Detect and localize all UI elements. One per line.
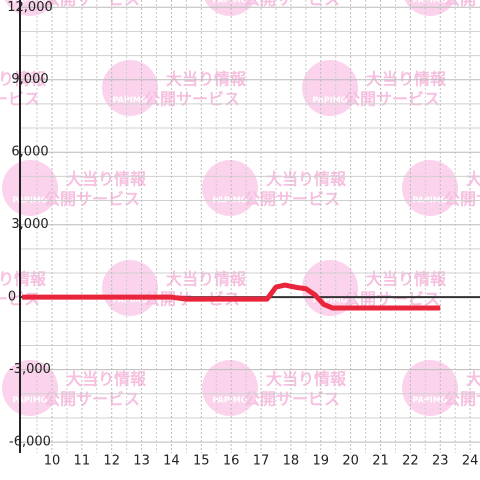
watermark-logo	[302, 60, 358, 116]
watermark-text: 大当り情報	[366, 270, 447, 289]
watermark-text: 公開サービス	[444, 0, 480, 9]
x-tick-label: 14	[163, 454, 180, 469]
y-tick-label: 3,000	[11, 217, 48, 232]
watermark-text: 大当り情報	[66, 370, 147, 389]
watermark-text: 公開サービス	[44, 190, 140, 209]
watermark-text: 公開サービス	[444, 190, 480, 209]
watermark-brand: PAPIMO	[413, 196, 448, 205]
watermark-layer: PAPIMO大当り情報公開サービスPAPIMO大当り情報公開サービスPAPIMO…	[0, 0, 480, 416]
watermark-brand: PAPIMO	[213, 396, 248, 405]
x-tick-label: 12	[103, 454, 120, 469]
x-tick-label: 15	[193, 454, 210, 469]
x-tick-label: 21	[372, 454, 389, 469]
x-tick-label: 22	[402, 454, 419, 469]
watermark-text: 大当り情報	[266, 170, 347, 189]
watermark-logo	[402, 160, 458, 216]
x-tick-label: 13	[133, 454, 150, 469]
watermark-logo	[302, 260, 358, 316]
watermark-logo	[204, 0, 256, 16]
watermark-text: 大当り情報	[466, 370, 480, 389]
x-tick-label: 16	[223, 454, 240, 469]
y-tick-label: -3,000	[9, 362, 51, 377]
x-tick-label: 20	[342, 454, 359, 469]
watermark-logo	[404, 0, 456, 16]
x-tick-label: 18	[283, 454, 300, 469]
watermark-brand: PAPIMO	[313, 296, 348, 305]
watermark-brand: PAPIMO	[413, 0, 448, 5]
watermark-text: 大当り情報	[166, 270, 247, 289]
watermark-brand: PAPIMO	[213, 0, 248, 5]
watermark-text: 公開サービス	[344, 290, 440, 309]
y-tick-label: -6,000	[9, 435, 51, 450]
watermark-brand: PAPIMO	[213, 196, 248, 205]
watermark-logo	[2, 360, 58, 416]
watermark-logo	[102, 60, 158, 116]
watermark-logo	[102, 260, 158, 316]
y-tick-label: 9,000	[11, 72, 48, 87]
y-tick-label: 0	[8, 290, 16, 305]
watermark-brand: PAPIMO	[113, 296, 148, 305]
watermark-brand: PAPIMO	[413, 396, 448, 405]
watermark-text: 公開サービス	[244, 0, 340, 9]
watermark-brand: PAPIMO	[13, 0, 48, 5]
x-tick-label: 10	[44, 454, 61, 469]
x-tick-label: 24	[462, 454, 479, 469]
watermark-text: 大当り情報	[166, 70, 247, 89]
watermark-text: 大当り情報	[0, 70, 47, 89]
watermark-text: 公開サービス	[144, 90, 240, 109]
x-tick-label: 17	[253, 454, 270, 469]
plot: 12,000 9,000 6,000 3,000 0 -3,000 -6,000 10 11 12…	[7, 0, 478, 469]
watermark-text: 公開サービス	[244, 190, 340, 209]
watermark-brand: PAPIMO	[13, 196, 48, 205]
watermark-text: 公開サービス	[244, 390, 340, 409]
data-line	[22, 282, 441, 311]
watermark-text: 公開サービス	[44, 390, 140, 409]
watermark-text: 大当り情報	[266, 370, 347, 389]
watermark-logo	[402, 360, 458, 416]
watermark-text: 大当り情報	[0, 270, 47, 289]
watermark-brand: PAPIMO	[313, 96, 348, 105]
y-tick-label: 6,000	[11, 145, 48, 160]
watermark-text: 大当り情報	[466, 170, 480, 189]
y-tick-label: 12,000	[7, 0, 53, 15]
x-tick-label: 23	[432, 454, 449, 469]
watermark-text: 公開サービス	[44, 0, 140, 9]
x-tick-label: 19	[313, 454, 330, 469]
watermark-brand: PAPIMO	[113, 96, 148, 105]
watermark-text: 大当り情報	[366, 70, 447, 89]
watermark-text: 公開サービス	[444, 390, 480, 409]
x-tick-label: 11	[74, 454, 91, 469]
watermark-brand: PAPIMO	[13, 396, 48, 405]
watermark-logo	[2, 160, 58, 216]
watermark-text: 大当り情報	[66, 170, 147, 189]
watermark-logo	[4, 0, 56, 16]
